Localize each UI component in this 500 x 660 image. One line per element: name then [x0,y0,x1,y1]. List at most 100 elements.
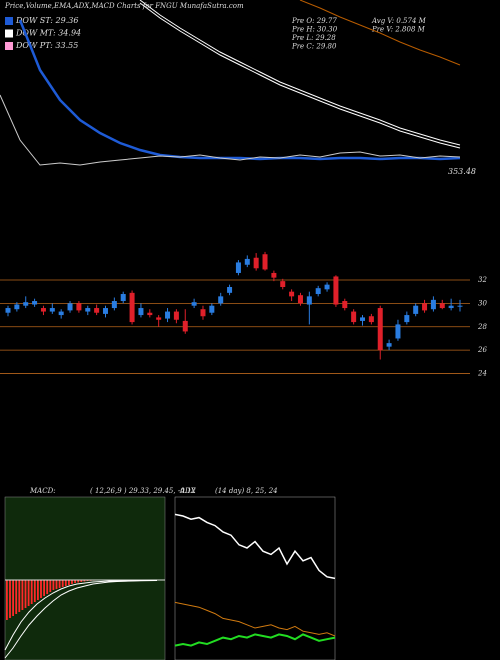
candle-body [360,317,366,321]
legend-label: DOW PT: 33.55 [15,41,78,50]
legend-swatch [5,29,13,38]
histogram-bar [33,580,36,602]
candle-body [413,305,419,314]
y-tick-label: 26 [477,346,487,354]
histogram-bar [83,580,86,582]
histogram-bar [46,580,49,594]
histogram-bar [80,580,83,582]
candle-body [306,296,312,305]
series-line [299,0,461,66]
stat-label: Pre O: 29.77 [291,17,337,25]
legend-swatch [5,42,13,50]
stat-label: Avg V: 0.574 M [371,17,427,25]
candle-body [271,272,277,278]
candle-body [351,311,357,323]
candle-body [23,302,29,306]
candle-body [218,296,224,304]
legend-label: DOW ST: 29.36 [15,16,78,25]
histogram-bar [21,580,24,610]
candle-body [156,317,162,320]
candle-body [395,324,401,339]
candle-body [244,258,250,265]
histogram-bar [55,580,58,589]
histogram-bar [58,580,61,588]
candle-body [324,284,330,290]
candle-body [227,286,233,293]
series-line [174,633,336,647]
series-line [0,94,461,166]
candle-body [404,315,410,323]
candle-body [94,308,100,313]
histogram-bar [49,580,52,592]
series-line [139,0,461,146]
candle-body [439,303,445,309]
adx-panel [174,496,336,660]
y-tick-label: 30 [478,299,487,307]
legend-swatch [5,17,13,25]
series-line [174,601,336,637]
macd-panel [4,496,166,660]
candle-body [120,294,126,302]
panel-subtitle: (14 day) 8, 25, 24 [215,487,278,495]
candle-body [262,254,268,270]
candle-body [58,311,64,316]
histogram-bar [52,580,55,590]
histogram-bar [74,580,76,583]
stat-label: Pre C: 29.80 [291,43,337,51]
candle-body [49,308,55,312]
candle-body [182,320,188,332]
candle-body [430,299,436,310]
histogram-bar [27,580,30,606]
candle-body [448,305,454,309]
candle-body [173,311,179,320]
candle-body [138,308,144,316]
panel-title: ADX [179,487,197,495]
histogram-bar [18,580,21,612]
candle-body [253,257,259,269]
histogram-bar [64,580,67,586]
page-title: Price,Volume,EMA,ADX,MACD Charts for FNG… [4,2,244,10]
candle-body [85,308,91,312]
candle-body [165,311,171,319]
candle-body [67,303,73,311]
histogram-bar [68,580,70,585]
series-line [4,580,158,659]
histogram-bar [77,580,80,583]
histogram-bar [15,580,18,614]
y-tick-label: 24 [477,370,487,378]
candle-body [14,304,20,310]
candle-body [129,292,135,323]
series-line [18,19,461,161]
candle-body [368,316,374,323]
stat-label: Pre V: 2.808 M [371,26,426,34]
histogram-bar [71,580,73,584]
histogram-bar [30,580,33,604]
candle-body [333,276,339,305]
histogram-bar [12,580,14,616]
histogram-bar [9,580,11,618]
candle-body [76,303,82,311]
candle-body [386,343,392,347]
candle-body [200,309,206,317]
candle-body [32,301,38,305]
histogram-bar [6,580,8,620]
stat-label: Pre H: 30.30 [291,26,338,34]
candle-body [111,301,117,309]
candle-body [147,312,153,316]
y-tick-label: 28 [477,323,487,331]
histogram-bar [40,580,42,598]
candle-body [342,301,348,309]
candle-body [209,305,215,313]
candle-body [280,281,286,287]
panel-subtitle: ( 12,26,9 ) 29.33, 29.45, -0.12 [90,487,196,495]
candle-body [40,308,46,312]
histogram-bar [24,580,27,608]
candle-body [422,303,428,311]
candle-body [102,308,108,314]
histogram-bar [43,580,45,596]
annotation: 353.48 [448,167,476,176]
candle-body [289,291,295,297]
candle-body [235,262,241,273]
y-tick-label: 32 [478,276,487,284]
